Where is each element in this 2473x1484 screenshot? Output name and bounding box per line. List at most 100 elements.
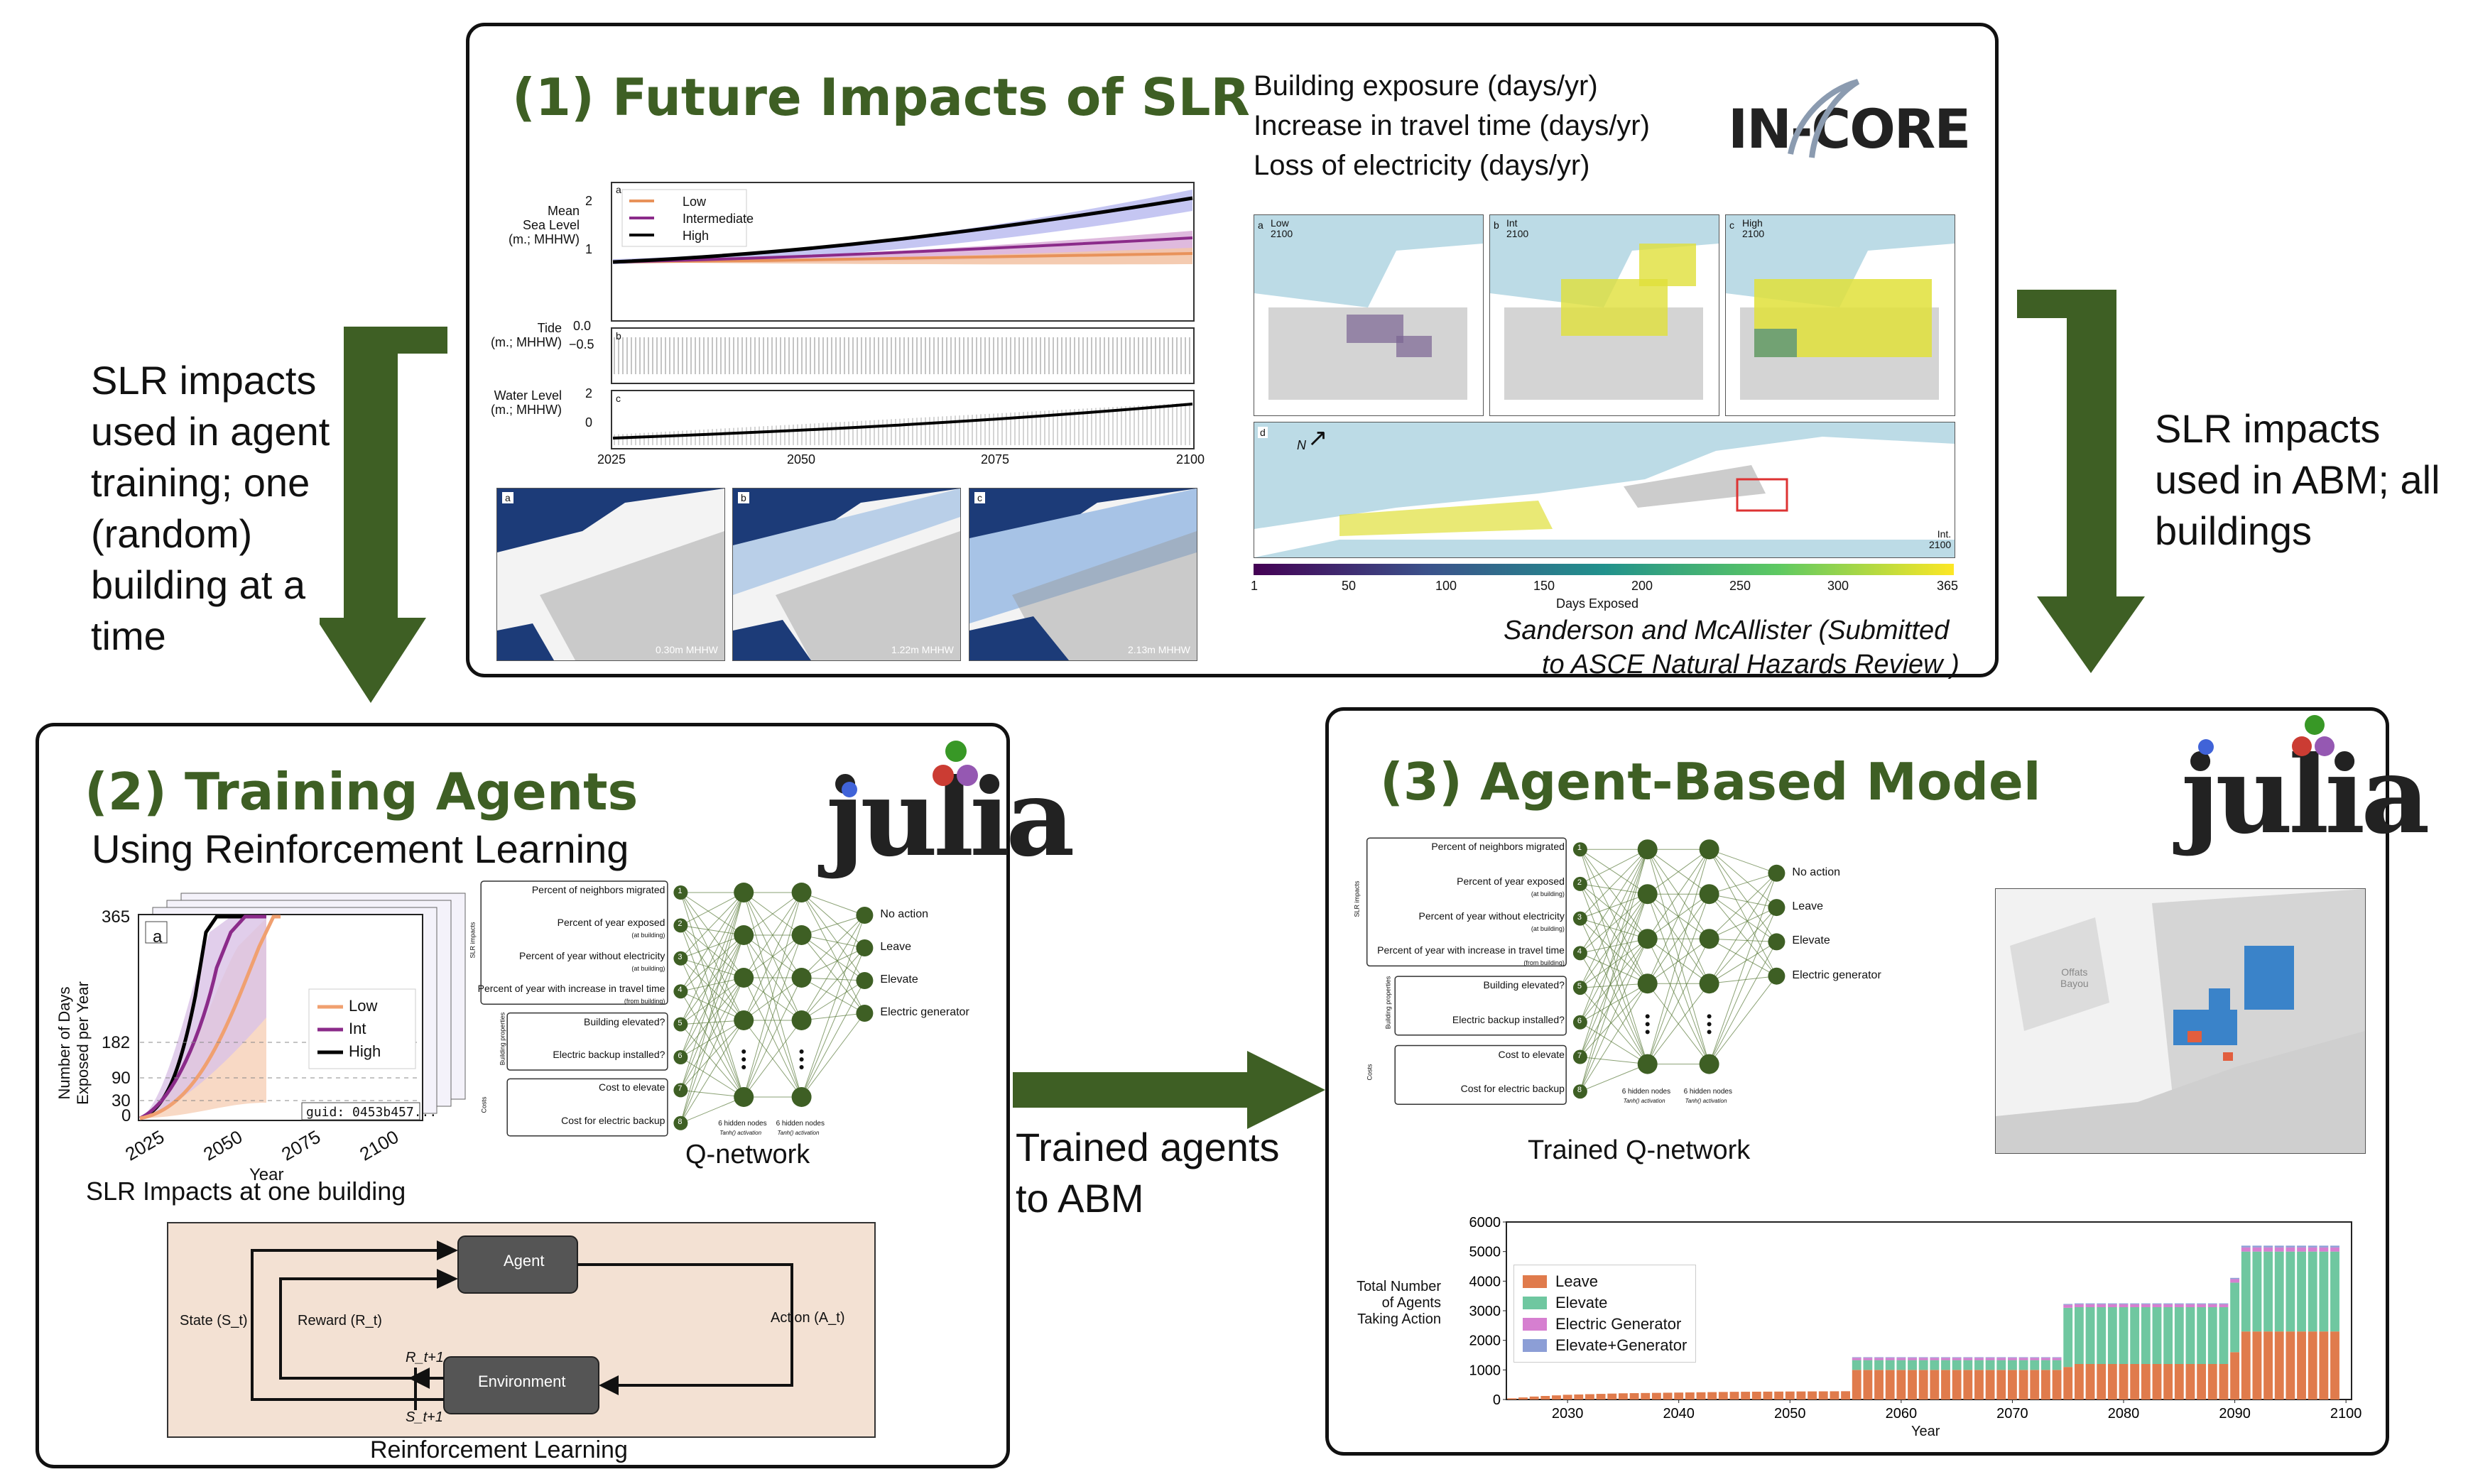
hidden-node [1699,839,1719,860]
qnet-input-number: 5 [1577,982,1582,991]
x-tick-label: 2030 [1552,1406,1584,1422]
map-place-label: Offats Bayou [2060,966,2089,989]
bar-segment [1574,1394,1584,1400]
output-node [856,939,874,956]
bar-segment [1518,1397,1528,1400]
bar-segment [1540,1396,1550,1400]
qnet-input-number: 7 [1577,1051,1582,1060]
bar-segment [1863,1358,1873,1360]
julia-dot-green-icon [2305,715,2325,735]
qnet-output-label: Leave [880,941,911,953]
map-tag: b [738,492,749,503]
qnet-output-label: Elevate [880,973,918,986]
input-node [1572,911,1587,926]
bar-segment [1718,1392,1728,1400]
bar-segment [1974,1357,1984,1358]
qnet-input-number: 2 [678,920,683,929]
bar-segment [1908,1358,1917,1360]
bar-segment [1896,1358,1906,1360]
panel-future-impacts: (1) Future Impacts of SLR Low Intermedia… [466,23,1999,680]
bar-segment [2286,1245,2295,1248]
bar-segment [1863,1370,1873,1400]
incore-swoosh-icon [1788,79,1860,158]
bar-segment [2274,1331,2284,1400]
qnet-input-number: 7 [678,1084,683,1093]
bar-segment [2085,1364,2095,1400]
bar-segment [1629,1393,1639,1400]
ts-ylabel-tide: Tide (m.; MHHW) [491,321,562,349]
qnet-input-number: 8 [1577,1086,1582,1095]
agent-actions-chart: 0 1000 2000 3000 4000 5000 6000 2030 2040 2050 206… [1469,1215,2362,1422]
bar-segment [2185,1304,2195,1307]
bar-segment [2207,1307,2217,1364]
incore-logo: IN-CORE [1728,97,1971,160]
colorbar-tick: 1 [1251,579,1259,593]
x-tick-label: 2040 [1663,1406,1695,1422]
chart2-ytick: 0 [121,1106,131,1125]
panel-training-agents: (2) Training Agents Using Reinforcement … [36,723,1075,1468]
chart2-ytick: 182 [102,1033,131,1052]
bar-segment [1885,1357,1895,1358]
bar-segment [1863,1357,1873,1358]
input-node [673,1017,688,1032]
bar-segment [2263,1245,2273,1248]
map-label: 2.13m MHHW [1128,644,1190,655]
bar-segment [1585,1394,1594,1400]
qnet3-caption: Trained Q-network [1528,1135,1751,1165]
output-node [1768,967,1786,985]
bar-segment [1674,1392,1684,1400]
bar-segment [2185,1307,2195,1364]
bar-segment [1974,1358,1984,1360]
input-node [673,1115,688,1130]
bar-segment [2252,1251,2262,1332]
bar-segment [1996,1358,2006,1360]
right-note: SLR impacts used in ABM; all buildings [2155,406,2440,553]
qnet-group-label: SLR impacts [1353,880,1361,917]
bar-segment [2141,1364,2151,1400]
bar-segment [2207,1364,2217,1400]
hidden-node [1637,884,1658,905]
bar-segment [2107,1364,2117,1400]
bar-segment [1896,1360,1906,1370]
bar-segment [1663,1392,1673,1400]
bar-segment [1841,1391,1850,1400]
qnet-output-label: No action [880,908,928,920]
ts-ytick: 0 [585,415,593,430]
bar-segment [2107,1304,2117,1307]
bar-segment [2263,1331,2273,1400]
ts-legend-intermediate: Intermediate [683,212,754,226]
bar-segment [1918,1358,1928,1360]
bar-segment [1874,1358,1884,1360]
output-node [856,972,874,989]
bar-segment [2074,1304,2084,1307]
qnet-output-label: Electric generator [880,1006,969,1018]
bar-segment [1996,1357,2006,1358]
bar-segment [1930,1358,1940,1360]
y-tick-label: 6000 [1469,1215,1501,1231]
qnet-input-label: Percent of year without electricity (at b… [1418,910,1565,932]
exposure-label: High 2100 [1742,217,1765,239]
rl-caption: Reinforcement Learning [370,1436,628,1463]
qnet-input-label: Electric backup installed? [1452,1013,1565,1025]
bar-segment [2241,1251,2251,1332]
qnet-group-label: Building properties [1384,976,1392,1030]
input-node [673,951,688,966]
bar-segment [1918,1357,1928,1358]
bar-segment [1729,1392,1739,1400]
hidden-node [1699,1054,1719,1074]
input-node [673,1050,688,1064]
bar-segment [1885,1360,1895,1370]
rl-arrows [251,1235,793,1414]
input-node [1572,1015,1587,1030]
rl-reward-label: Reward (R_t) [298,1313,382,1328]
bar-segment [2252,1331,2262,1400]
qnet-input-label: Percent of year without electricity (at b… [518,949,665,972]
bar-segment [2107,1307,2117,1364]
bar-segment [2030,1370,2040,1400]
bar-segment [2286,1247,2295,1252]
qnet-output-label: Leave [1792,900,1823,913]
hidden-node [734,925,754,945]
middle-arrow-icon [1013,1051,1325,1129]
bar-segment [2274,1245,2284,1248]
ts-ytick: 0.0 [573,319,592,333]
